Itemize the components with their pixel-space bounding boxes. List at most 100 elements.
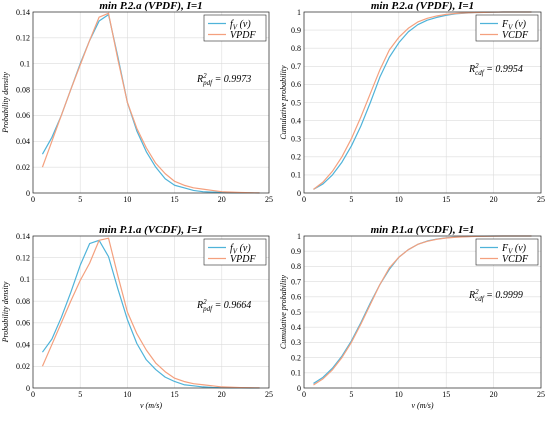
y-tick-label: 0.7	[291, 62, 301, 71]
y-tick-label: 0.2	[291, 153, 301, 162]
y-tick-label: 0.14	[16, 8, 30, 17]
y-tick-label: 0.02	[16, 362, 30, 371]
r-squared-annotation: R2 cdf = 0.9954	[468, 62, 523, 77]
y-tick-label: 0.2	[291, 353, 301, 362]
y-tick-label: 0.1	[291, 369, 301, 378]
y-tick-label: 0.6	[291, 80, 301, 89]
x-tick-label: 10	[395, 195, 403, 204]
r-squared-annotation: R2 pdf = 0.9664	[196, 298, 251, 313]
x-tick-label: 15	[442, 195, 450, 204]
x-tick-label: 15	[442, 390, 450, 399]
y-tick-label: 0.4	[291, 116, 301, 125]
y-tick-label: 0.5	[291, 308, 301, 317]
y-tick-label: 0.04	[16, 340, 30, 349]
y-tick-label: 0.12	[16, 34, 30, 43]
y-tick-label: 0	[26, 189, 30, 198]
y-axis-label: Cumulative probability	[279, 65, 288, 140]
legend-label: VCDF	[502, 30, 529, 41]
legend-label: fV (v)	[230, 19, 251, 32]
x-tick-label: 15	[171, 390, 179, 399]
y-tick-label: 0	[26, 384, 30, 393]
y-tick-label: 0.04	[16, 137, 30, 146]
y-tick-label: 0.06	[16, 319, 30, 328]
legend-label: VPDF	[230, 254, 256, 265]
x-tick-label: 20	[490, 390, 498, 399]
legend-label: FV (v)	[501, 19, 527, 32]
y-tick-label: 0.08	[16, 85, 30, 94]
legend-box	[475, 238, 539, 266]
y-tick-label: 0.1	[20, 60, 30, 69]
legend-label: VCDF	[502, 254, 529, 265]
y-tick-label: 0	[297, 189, 301, 198]
y-tick-label: 0.14	[16, 232, 30, 241]
x-tick-label: 25	[537, 390, 545, 399]
y-tick-label: 0.02	[16, 163, 30, 172]
x-tick-label: 25	[265, 195, 273, 204]
legend-box	[203, 14, 267, 42]
series-line	[41, 237, 260, 389]
chart-panel: 0 5 10 15 20 25 0 0.02 0.04 0.06 0.08 0.1 0.12 0.14 mi…	[1, 224, 273, 410]
y-tick-label: 0.8	[291, 44, 301, 53]
legend-label: fV (v)	[230, 243, 251, 256]
x-tick-label: 20	[218, 195, 226, 204]
chart-panel: 0 5 10 15 20 25 0 0.1 0.2 0.3 0.4 0.5 0.6 0.7 0.8 0.9 1 m…	[279, 224, 545, 410]
y-tick-label: 0.1	[20, 275, 30, 284]
x-tick-label: 5	[78, 195, 82, 204]
x-tick-label: 10	[123, 390, 131, 399]
chart-title: min P.2.a (VPDF), I=1	[371, 0, 474, 12]
axes-frame	[303, 11, 542, 194]
y-tick-label: 0.3	[291, 338, 301, 347]
legend-label: VPDF	[230, 30, 256, 41]
y-tick-label: 0.6	[291, 293, 301, 302]
y-axis-label: Cumulative probability	[279, 274, 288, 349]
r-squared-annotation: R2 pdf = 0.9973	[196, 72, 251, 87]
axes-frame	[303, 235, 542, 389]
x-tick-label: 5	[78, 390, 82, 399]
r-squared-annotation: R2 cdf = 0.9999	[468, 288, 523, 303]
legend-label: FV (v)	[501, 243, 527, 256]
y-tick-label: 0.1	[291, 171, 301, 180]
y-axis-label: Probability density	[1, 72, 10, 134]
axes-frame	[32, 11, 270, 194]
y-tick-label: 0.9	[291, 26, 301, 35]
y-tick-label: 0.08	[16, 297, 30, 306]
chart-title: min P.2.a (VPDF), I=1	[99, 0, 202, 12]
x-tick-label: 5	[349, 195, 353, 204]
chart-title: min P.1.a (VCDF), I=1	[371, 224, 475, 236]
legend-box	[203, 238, 267, 266]
y-tick-label: 0.12	[16, 254, 30, 263]
plot-area	[33, 12, 269, 193]
chart-title: min P.1.a (VCDF), I=1	[99, 224, 203, 236]
y-tick-label: 0.8	[291, 262, 301, 271]
x-tick-label: 0	[31, 390, 35, 399]
x-axis-label: v (m/s)	[140, 401, 162, 410]
y-tick-label: 0.7	[291, 277, 301, 286]
y-tick-label: 0.9	[291, 247, 301, 256]
y-tick-label: 1	[297, 8, 301, 17]
x-tick-label: 0	[302, 390, 306, 399]
x-tick-label: 20	[218, 390, 226, 399]
y-tick-label: 1	[297, 232, 301, 241]
x-tick-label: 15	[171, 195, 179, 204]
x-tick-label: 0	[31, 195, 35, 204]
chart-panel: 0 5 10 15 20 25 0 0.02 0.04 0.06 0.08 0.1 0.12 0.14 mi…	[1, 0, 273, 204]
axes-frame	[32, 235, 270, 389]
y-tick-label: 0.06	[16, 111, 30, 120]
y-axis-label: Probability density	[1, 281, 10, 343]
y-tick-label: 0.3	[291, 135, 301, 144]
x-tick-label: 0	[302, 195, 306, 204]
series-line	[41, 12, 260, 194]
chart-panel: 0 5 10 15 20 25 0 0.1 0.2 0.3 0.4 0.5 0.6 0.7 0.8 0.9 1 m…	[279, 0, 545, 204]
x-tick-label: 10	[123, 195, 131, 204]
y-tick-label: 0.4	[291, 323, 301, 332]
x-tick-label: 5	[349, 390, 353, 399]
x-tick-label: 25	[265, 390, 273, 399]
x-axis-label: v (m/s)	[412, 401, 434, 410]
x-tick-label: 25	[537, 195, 545, 204]
legend-box	[475, 14, 539, 42]
y-tick-label: 0	[297, 384, 301, 393]
y-tick-label: 0.5	[291, 98, 301, 107]
x-tick-label: 10	[395, 390, 403, 399]
x-tick-label: 20	[490, 195, 498, 204]
